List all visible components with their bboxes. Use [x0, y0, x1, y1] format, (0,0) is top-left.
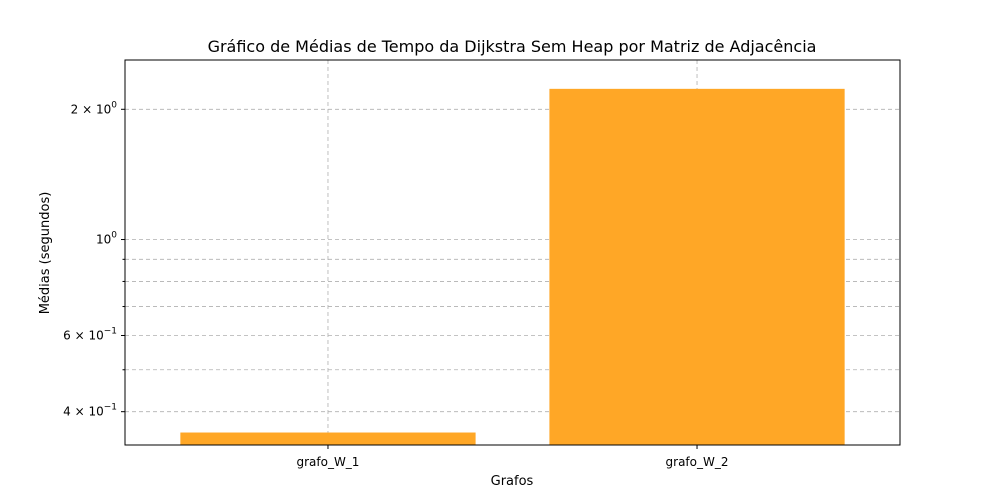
y-tick-label: 2 × 100 [71, 100, 118, 116]
x-tick-label: grafo_W_1 [296, 455, 359, 469]
y-tick-label: 4 × 10−1 [63, 403, 117, 419]
x-tick-label: grafo_W_2 [666, 455, 729, 469]
bar-grafo_W_1 [180, 432, 476, 445]
plot-frame [124, 59, 901, 446]
grid [125, 60, 900, 445]
bars [180, 88, 845, 446]
x-axis-ticks: grafo_W_1 grafo_W_2 [296, 445, 729, 469]
y-tick-label: 6 × 10−1 [63, 327, 117, 343]
x-axis-label: Grafos [491, 474, 534, 489]
y-axis-label: Médias (segundos) [38, 192, 53, 315]
chart-title: Gráfico de Médias de Tempo da Dijkstra S… [208, 37, 817, 56]
bar-grafo_W_2 [549, 88, 845, 446]
y-tick-label: 100 [96, 231, 117, 247]
y-axis-ticks: 4 × 10−1 6 × 10−1 100 2 × 100 [63, 100, 125, 419]
